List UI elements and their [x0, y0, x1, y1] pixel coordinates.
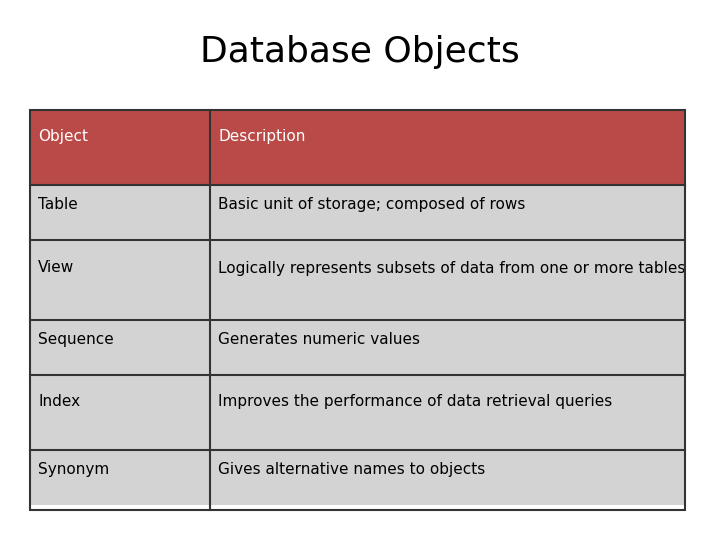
Text: Generates numeric values: Generates numeric values [218, 332, 420, 347]
Bar [30, 110, 685, 510]
Text: Object: Object [38, 129, 88, 144]
Bar [30, 320, 685, 375]
Bar [30, 450, 685, 505]
Text: Basic unit of storage; composed of rows: Basic unit of storage; composed of rows [218, 197, 526, 212]
Text: Table: Table [38, 197, 78, 212]
Bar [30, 185, 685, 240]
Text: Improves the performance of data retrieval queries: Improves the performance of data retriev… [218, 394, 612, 409]
Bar [30, 110, 685, 185]
Text: Synonym: Synonym [38, 462, 109, 477]
Bar [30, 240, 685, 320]
Text: Description: Description [218, 129, 305, 144]
Text: Sequence: Sequence [38, 332, 114, 347]
Text: Gives alternative names to objects: Gives alternative names to objects [218, 462, 485, 477]
Text: Index: Index [38, 394, 80, 409]
Text: View: View [38, 260, 74, 275]
Text: Database Objects: Database Objects [200, 35, 520, 69]
Text: Logically represents subsets of data from one or more tables: Logically represents subsets of data fro… [218, 260, 685, 275]
Bar [30, 375, 685, 450]
